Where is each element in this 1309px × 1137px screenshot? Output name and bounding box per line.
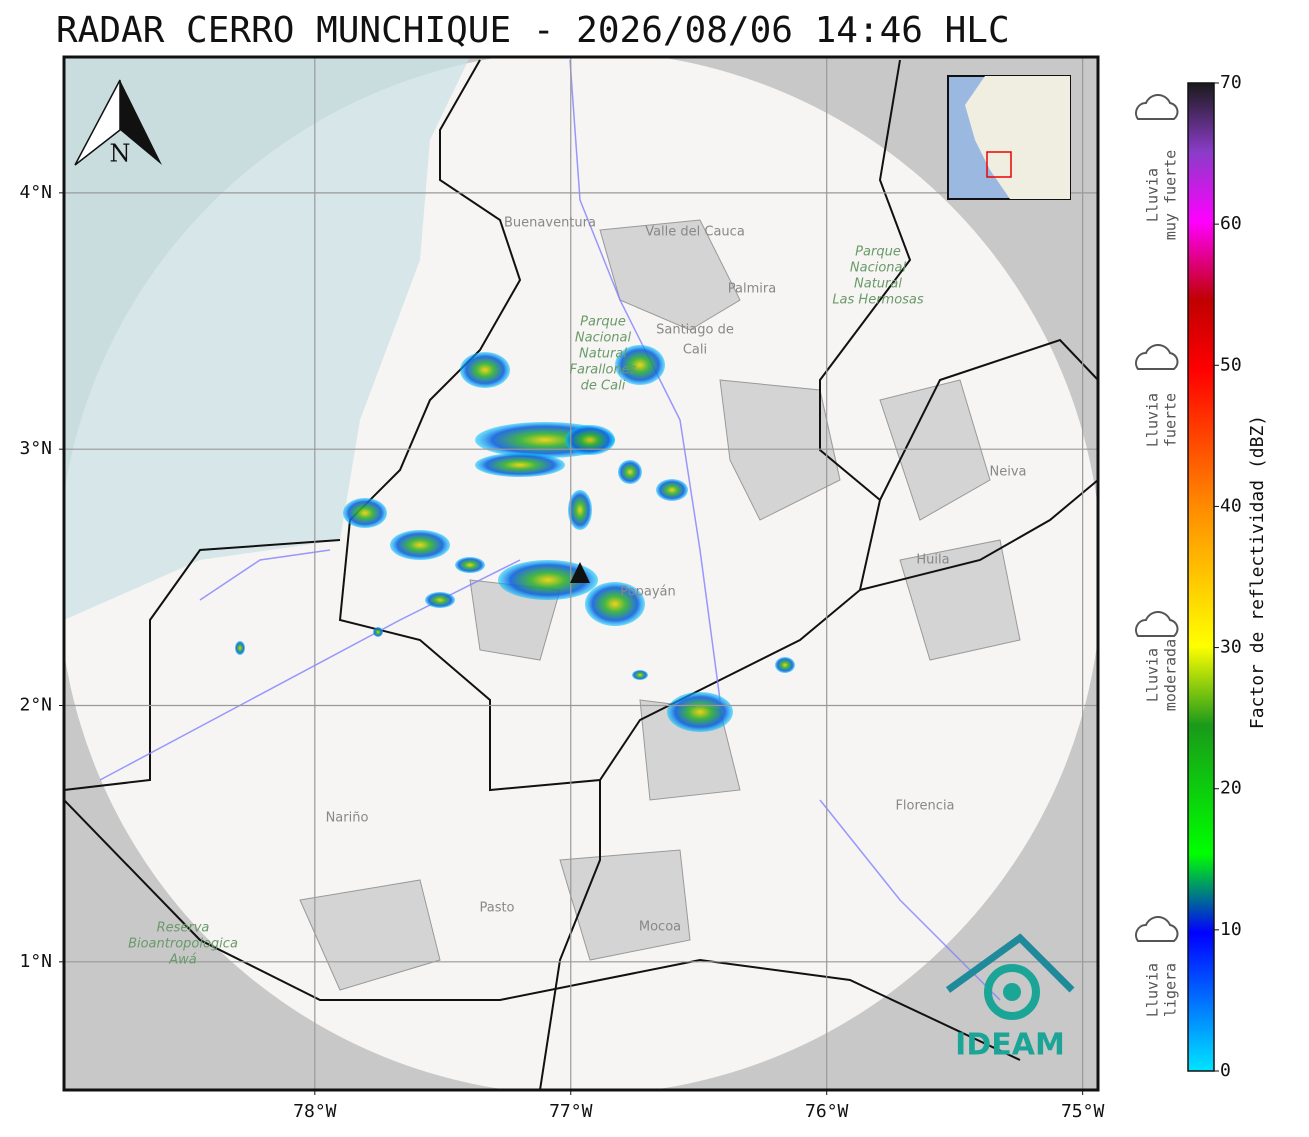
park-label: Parque <box>855 245 901 260</box>
echo <box>667 692 733 732</box>
place-label: Santiago de <box>656 323 734 338</box>
echo <box>343 498 387 528</box>
park-label: Natural <box>854 277 902 292</box>
echo <box>455 557 485 573</box>
logo: IDEAM <box>945 933 1075 1063</box>
echo <box>568 490 592 530</box>
place-label: Palmira <box>728 282 776 297</box>
echo <box>565 425 615 455</box>
map-frame <box>62 55 1100 1092</box>
colorbar-tick-label: 0 <box>1220 1060 1231 1081</box>
park-label: Farallones <box>570 363 637 378</box>
echo <box>632 670 648 680</box>
echo <box>775 657 795 673</box>
echo <box>390 530 450 560</box>
rain-category-label: Lluvia <box>1144 963 1162 1017</box>
rain-category-label: muy fuerte <box>1162 150 1180 240</box>
colorbar-tick-label: 40 <box>1220 495 1242 516</box>
echo <box>373 627 383 637</box>
title: RADAR CERRO MUNCHIQUE - 2026/08/06 14:46… <box>56 10 1010 51</box>
place-label: Valle del Cauca <box>645 225 745 240</box>
park-label: Parque <box>580 315 626 330</box>
place-label: Pasto <box>479 901 514 916</box>
park-label: Awá <box>168 953 197 968</box>
rain-category-label: Lluvia <box>1144 648 1162 702</box>
x-tick-label: 75°W <box>1061 1101 1105 1122</box>
rain-category-label: Lluvia <box>1144 393 1162 447</box>
colorbar-tick-label: 30 <box>1220 637 1242 658</box>
inset-map <box>947 75 1071 200</box>
relief-areas <box>299 219 1021 991</box>
colorbar <box>1187 82 1215 1072</box>
colorbar-label: Factor de reflectividad (dBZ) <box>1247 415 1268 729</box>
rain-icon <box>1135 94 1179 120</box>
rain-icon <box>1135 916 1179 942</box>
park-label: Las Hermosas <box>832 293 924 308</box>
echo <box>475 453 565 477</box>
echo <box>618 460 642 484</box>
rain-category-label: ligera <box>1162 963 1180 1017</box>
y-tick-label: 2°N <box>19 695 52 716</box>
echo <box>425 592 455 608</box>
radar-site <box>570 562 590 583</box>
park-label: Nacional <box>850 261 907 276</box>
echo <box>585 582 645 626</box>
echo <box>656 479 688 501</box>
y-tick-label: 3°N <box>19 438 52 459</box>
x-tick-label: 78°W <box>293 1101 337 1122</box>
colorbar-ticks: 0 10 20 30 40 50 60 70 <box>1214 72 1242 1081</box>
x-tick-label: 77°W <box>549 1101 593 1122</box>
colorbar-tick-label: 50 <box>1220 354 1242 375</box>
echo <box>615 345 665 385</box>
rain-icon <box>1135 611 1179 637</box>
echo <box>460 352 510 388</box>
rain-category-label: Lluvia <box>1144 168 1162 222</box>
rain-icon <box>1135 344 1179 370</box>
graticule <box>64 57 1098 1090</box>
place-label: Neiva <box>990 465 1027 480</box>
echo <box>498 560 598 600</box>
park-label: Natural <box>579 347 627 362</box>
north-arrow: N <box>74 79 162 168</box>
park-label: de Cali <box>581 379 626 394</box>
y-tick-label: 4°N <box>19 182 52 203</box>
rain-category-label: fuerte <box>1162 393 1180 447</box>
place-label: Buenaventura <box>504 216 596 231</box>
colorbar-tick-label: 20 <box>1220 778 1242 799</box>
sea-in-range <box>64 57 470 620</box>
place-label: Florencia <box>895 799 954 814</box>
map-area: Buenaventura Valle del Cauca Palmira Santia… <box>64 57 1098 1090</box>
logo-text: IDEAM <box>955 1028 1065 1063</box>
y-tick-label: 1°N <box>19 951 52 972</box>
place-label: Mocoa <box>639 920 681 935</box>
colorbar-tick-label: 60 <box>1220 213 1242 234</box>
park-label: Reserva <box>157 921 210 936</box>
park-label: Nacional <box>575 331 632 346</box>
colorbar-tick-label: 10 <box>1220 919 1242 940</box>
place-label: Cali <box>683 343 707 358</box>
place-label: Huila <box>916 553 949 568</box>
echo <box>235 641 245 655</box>
colorbar-tick-label: 70 <box>1220 72 1242 93</box>
place-label: Nariño <box>326 811 369 826</box>
rain-category-label: moderada <box>1162 639 1180 711</box>
place-labels: Buenaventura Valle del Cauca Palmira Santia… <box>128 216 1026 968</box>
park-label: Bioantropologica <box>128 937 238 952</box>
place-label: Popayán <box>620 585 675 600</box>
admin-borders <box>64 59 1098 1090</box>
north-label: N <box>110 140 131 168</box>
x-tick-label: 76°W <box>805 1101 849 1122</box>
